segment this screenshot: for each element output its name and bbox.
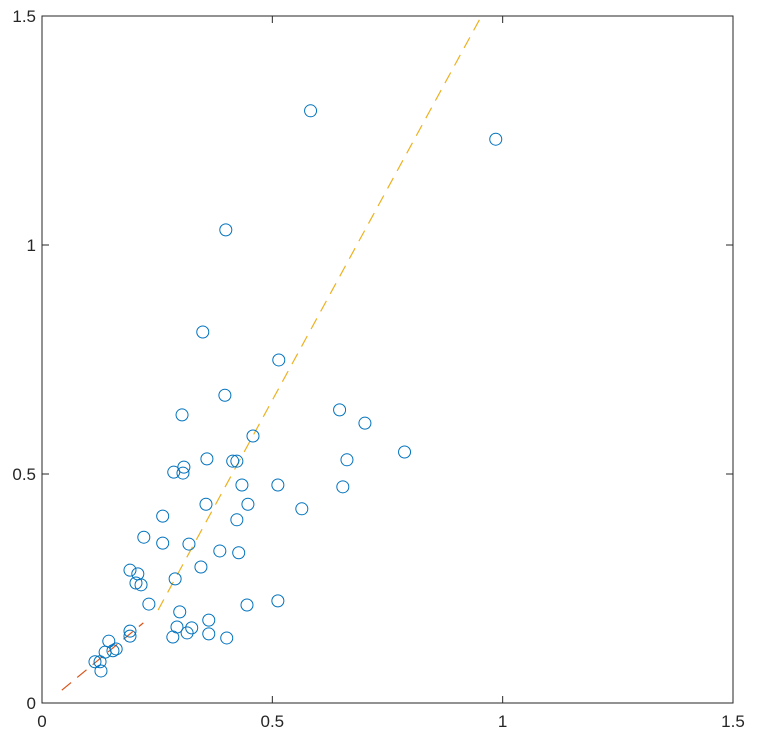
point [93,655,107,669]
point [271,594,285,608]
point [98,645,112,659]
point [235,478,249,492]
point [358,416,372,430]
point [202,627,216,641]
point [156,536,170,550]
x-tick-label: 0.5 [261,712,285,731]
point [246,429,260,443]
point [182,537,196,551]
point [230,454,244,468]
point [123,624,137,638]
point [156,509,170,523]
x-tick-label: 1.5 [721,712,745,731]
point [175,408,189,422]
fit-line [61,622,144,691]
point [333,403,347,417]
point [129,576,143,590]
point [134,578,148,592]
point [241,497,255,511]
point [102,634,116,648]
point [88,655,102,669]
point [199,497,213,511]
point [106,644,120,658]
point [176,466,190,480]
point [340,453,354,467]
point [219,223,233,237]
point [167,465,181,479]
point [94,664,108,678]
point [142,597,156,611]
y-tick-label: 1 [27,236,36,255]
point [123,563,137,577]
point [271,478,285,492]
x-tick-label: 0 [37,712,46,731]
y-tick-label: 1.5 [12,7,36,26]
y-tick-label: 0.5 [12,465,36,484]
point [240,598,254,612]
point [185,621,199,635]
point [166,630,180,644]
point [272,353,286,367]
point [489,132,503,146]
point [202,613,216,627]
point [194,560,208,574]
fit-line [157,15,483,611]
point [180,626,194,640]
point [177,460,191,474]
point [123,629,137,643]
point [218,388,232,402]
point [295,502,309,516]
x-tick-label: 1 [498,712,507,731]
point [336,480,350,494]
point [131,567,145,581]
point [213,544,227,558]
point [168,572,182,586]
point [173,605,187,619]
point [196,325,210,339]
point [230,513,244,527]
point [304,104,318,118]
y-tick-label: 0 [27,694,36,713]
point [137,530,151,544]
point [232,546,246,560]
point [220,631,234,645]
point [200,452,214,466]
point [398,445,412,459]
axes-box [41,15,734,704]
point [226,454,240,468]
